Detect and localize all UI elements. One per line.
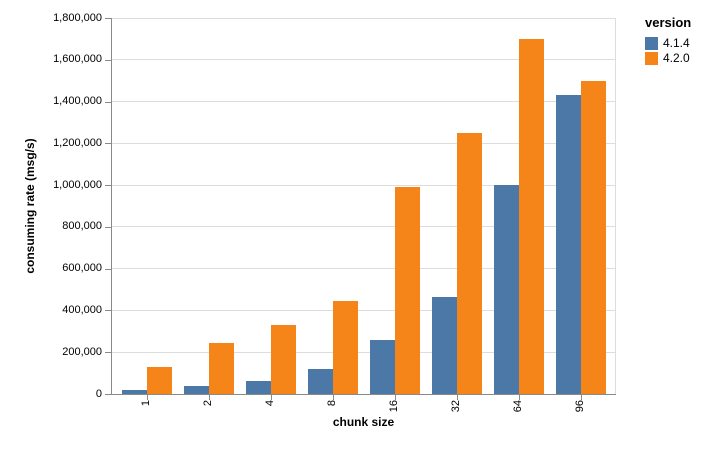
y-tick (105, 185, 111, 187)
bar (457, 132, 482, 394)
y-tick-label: 0 (95, 387, 102, 400)
bar (370, 339, 395, 394)
bar (147, 366, 172, 394)
bar (246, 381, 271, 394)
x-axis-title: chunk size (332, 415, 395, 429)
bar (184, 386, 209, 394)
x-tick-label: 32 (450, 400, 462, 413)
bar (308, 368, 333, 394)
y-tick-label: 1,600,000 (53, 53, 102, 66)
bar (209, 342, 234, 394)
y-tick-label: 1,200,000 (53, 136, 102, 149)
y-tick-label: 1,000,000 (53, 178, 102, 191)
gridline (112, 351, 615, 353)
y-tick-label: 800,000 (62, 220, 102, 233)
legend-label: 4.1.4 (663, 36, 690, 50)
y-tick (105, 310, 111, 312)
x-tick (209, 395, 210, 400)
x-tick-label: 64 (512, 400, 524, 413)
x-tick (147, 395, 148, 400)
x-tick-label: 1 (140, 400, 152, 407)
gridline (112, 17, 615, 19)
y-tick (105, 352, 111, 354)
legend: version 4.1.4 4.2.0 (645, 15, 691, 67)
legend-swatch-orange (645, 52, 658, 65)
x-tick-label: 2 (202, 400, 214, 407)
x-tick-label: 16 (388, 400, 400, 413)
gridline (112, 184, 615, 186)
x-axis-line (111, 394, 616, 395)
bar (556, 95, 581, 394)
bar (333, 301, 358, 394)
y-tick-label: 1,400,000 (53, 95, 102, 108)
legend-title: version (645, 15, 692, 30)
y-tick (105, 226, 111, 228)
legend-entry: 4.1.4 (645, 37, 691, 50)
y-tick-label: 400,000 (62, 303, 102, 316)
x-tick (395, 395, 396, 400)
gridline (112, 268, 615, 270)
gridline (112, 101, 615, 103)
x-tick (271, 395, 272, 400)
gridline (112, 142, 615, 144)
y-tick (105, 101, 111, 103)
x-tick-label: 4 (264, 400, 276, 407)
y-axis-line (111, 18, 112, 395)
x-tick (581, 395, 582, 400)
bar (581, 80, 606, 394)
gridline (112, 309, 615, 311)
bar (122, 389, 147, 394)
x-tick-label: 96 (574, 400, 586, 413)
y-tick (105, 59, 111, 61)
bar (271, 325, 296, 394)
bar (494, 185, 519, 394)
legend-swatch-blue (645, 37, 658, 50)
plot-area (112, 17, 615, 394)
bar (519, 38, 544, 394)
legend-label: 4.2.0 (663, 51, 690, 65)
gridline (112, 226, 615, 228)
x-tick (333, 395, 334, 400)
x-tick-label: 8 (326, 400, 338, 407)
y-tick-label: 200,000 (62, 345, 102, 358)
y-tick-label: 600,000 (62, 262, 102, 275)
plot-right-border (615, 18, 616, 394)
bar (395, 187, 420, 394)
x-tick (519, 395, 520, 400)
y-tick-label: 1,800,000 (53, 11, 102, 24)
y-tick (105, 394, 111, 395)
gridline (112, 59, 615, 61)
y-axis-title: consuming rate (msg/s) (23, 138, 37, 274)
legend-entry: 4.2.0 (645, 52, 691, 65)
x-tick (457, 395, 458, 400)
y-tick (105, 268, 111, 270)
bar (432, 296, 457, 394)
y-tick (105, 18, 111, 19)
y-tick (105, 143, 111, 145)
